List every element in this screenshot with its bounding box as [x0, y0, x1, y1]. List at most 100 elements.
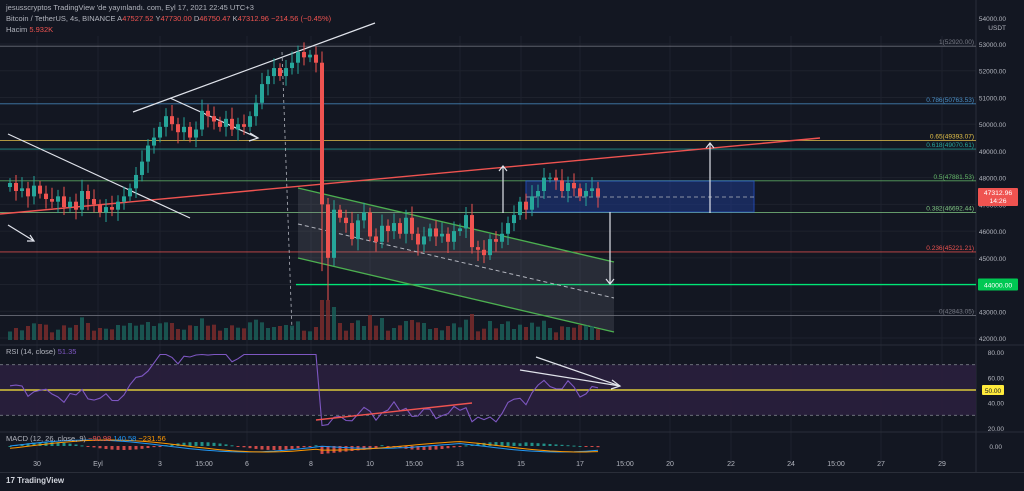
volume-bar: [152, 326, 156, 340]
support-badge: [978, 278, 1018, 291]
candle-body: [254, 102, 258, 117]
volume-bar: [560, 326, 564, 340]
candle-body: [170, 116, 174, 125]
macd-histogram-bar: [548, 444, 552, 446]
volume-bar: [566, 327, 570, 340]
candle-body: [386, 225, 390, 232]
volume-bar: [422, 323, 426, 340]
time-axis-label: 20: [666, 461, 674, 468]
candle-body: [26, 188, 30, 197]
candle-body: [530, 196, 534, 210]
macd-histogram-bar: [452, 446, 456, 448]
macd-histogram-bar: [194, 442, 198, 446]
candle-body: [428, 228, 432, 237]
macd-histogram-bar: [434, 446, 438, 450]
macd-histogram-bar: [140, 446, 144, 449]
time-axis-label: 15:00: [405, 461, 423, 468]
volume-bar: [20, 330, 24, 340]
macd-histogram-bar: [578, 446, 582, 447]
volume-bar: [434, 328, 438, 340]
price-axis-tick: 46000.00: [979, 229, 1006, 236]
volume-bar: [254, 319, 258, 340]
volume-bar: [122, 325, 126, 340]
candle-body: [482, 249, 486, 256]
macd-histogram-bar: [182, 442, 186, 446]
volume-bar: [530, 322, 534, 340]
price-axis-tick: 53000.00: [979, 42, 1006, 49]
macd-histogram-bar: [572, 445, 576, 447]
candle-body: [278, 68, 282, 77]
candle-body: [272, 68, 276, 77]
candle-body: [104, 207, 108, 213]
candle-body: [410, 217, 414, 234]
volume-bar: [386, 330, 390, 340]
macd-histogram-bar: [278, 446, 282, 450]
fib-level-label: 0(42843.05): [939, 308, 974, 315]
macd-histogram-bar: [422, 446, 426, 450]
macd-histogram-bar: [62, 442, 66, 446]
macd-histogram-bar: [542, 443, 546, 446]
price-axis-tick: 45000.00: [979, 256, 1006, 263]
last-price-value: 47312.96: [984, 190, 1013, 197]
candle-body: [320, 62, 324, 205]
volume-bar: [500, 324, 504, 340]
candle-body: [572, 182, 576, 189]
candle-body: [290, 62, 294, 69]
candle-body: [248, 116, 252, 127]
candle-body: [542, 177, 546, 191]
tradingview-logo[interactable]: 17 TradingView: [6, 476, 65, 485]
volume-bar: [188, 325, 192, 340]
macd-histogram-bar: [248, 446, 252, 449]
volume-bar: [272, 327, 276, 340]
macd-histogram-bar: [344, 446, 348, 452]
volume-bar: [98, 328, 102, 340]
candle-body: [206, 110, 210, 117]
time-axis-label: 6: [245, 461, 249, 468]
arrow-head: [705, 142, 715, 149]
candle-body: [416, 233, 420, 245]
macd-histogram-bar: [110, 446, 114, 450]
volume-bar: [74, 325, 78, 340]
volume-bar: [482, 328, 486, 340]
macd-histogram-bar: [554, 444, 558, 446]
volume-bar: [428, 329, 432, 340]
arrow-head: [610, 379, 622, 390]
symbol-name: Bitcoin / TetherUS, 4s, BINANCE: [6, 14, 116, 23]
time-axis-label: 22: [727, 461, 735, 468]
macd-histogram-bar: [566, 445, 570, 447]
candle-body: [260, 84, 264, 103]
candle-body: [440, 233, 444, 237]
candle-body: [182, 126, 186, 133]
candle-body: [494, 239, 498, 242]
macd-histogram-bar: [212, 442, 216, 446]
macd-histogram-bar: [188, 442, 192, 446]
fib-level-label: 0.5(47881.53): [934, 174, 974, 181]
macd-histogram-bar: [134, 446, 138, 450]
candle-body: [224, 118, 228, 127]
candle-body: [110, 207, 114, 210]
volume-bar: [146, 322, 150, 340]
macd-histogram-bar: [332, 446, 336, 453]
candle-body: [404, 217, 408, 234]
candle-body: [44, 193, 48, 200]
volume-bar: [128, 323, 132, 340]
macd-histogram-bar: [512, 442, 516, 446]
volume-bar: [62, 325, 66, 340]
macd-histogram-bar: [116, 446, 120, 450]
candle-body: [560, 180, 564, 191]
macd-histogram-bar: [284, 446, 288, 450]
candle-body: [578, 188, 582, 197]
macd-histogram-bar: [26, 443, 30, 446]
volume-bar: [446, 326, 450, 340]
candle-body: [566, 182, 570, 191]
fib-level-label: 0.236(45221.21): [926, 245, 974, 252]
volume-bar: [260, 322, 264, 340]
macd-histogram-bar: [128, 446, 132, 450]
volume-bar: [548, 328, 552, 340]
volume-bar: [194, 326, 198, 340]
macd-histogram-bar: [308, 446, 312, 447]
candle-body: [284, 68, 288, 77]
time-axis-label: 10: [366, 461, 374, 468]
candle-body: [50, 199, 54, 202]
